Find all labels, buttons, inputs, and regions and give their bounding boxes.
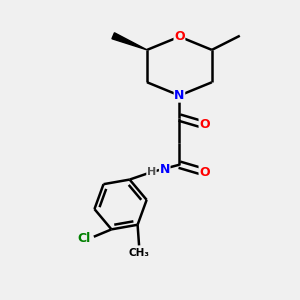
Text: N: N: [174, 89, 184, 102]
Text: O: O: [199, 166, 210, 178]
Text: H: H: [147, 167, 156, 177]
Polygon shape: [112, 33, 147, 50]
Text: CH₃: CH₃: [129, 248, 150, 258]
Text: Cl: Cl: [77, 232, 90, 245]
Text: O: O: [174, 30, 185, 43]
Text: O: O: [199, 118, 210, 131]
Text: N: N: [160, 163, 170, 176]
